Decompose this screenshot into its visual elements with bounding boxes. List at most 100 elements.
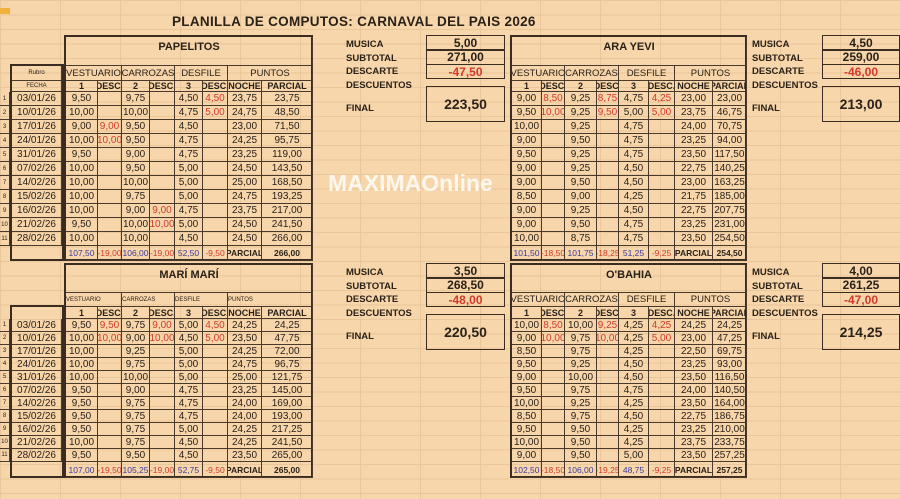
score-cell[interactable] xyxy=(150,423,175,436)
score-cell[interactable] xyxy=(597,410,619,423)
score-cell[interactable]: 10,00 xyxy=(66,358,98,371)
score-cell[interactable] xyxy=(150,384,175,397)
score-cell[interactable]: 10,00 xyxy=(98,134,122,148)
score-cell[interactable]: 233,75 xyxy=(713,436,747,449)
score-cell[interactable]: 9,25 xyxy=(565,397,597,410)
score-cell[interactable]: 47,75 xyxy=(262,332,313,345)
score-cell[interactable]: 22,75 xyxy=(675,204,713,218)
score-cell[interactable]: 48,50 xyxy=(262,106,313,120)
score-cell[interactable]: 241,50 xyxy=(262,218,313,232)
score-cell[interactable]: 95,75 xyxy=(262,134,313,148)
score-cell[interactable] xyxy=(649,397,675,410)
score-cell[interactable]: 69,75 xyxy=(713,345,747,358)
score-cell[interactable]: 217,25 xyxy=(262,423,313,436)
score-cell[interactable]: 5,00 xyxy=(175,218,203,232)
score-cell[interactable]: 24,75 xyxy=(228,358,262,371)
score-cell[interactable]: 9,50 xyxy=(512,423,542,436)
score-cell[interactable] xyxy=(542,190,565,204)
score-cell[interactable]: 9,25 xyxy=(565,106,597,120)
score-cell[interactable]: 4,75 xyxy=(619,218,649,232)
score-cell[interactable] xyxy=(542,371,565,384)
score-cell[interactable]: 10,00 xyxy=(150,332,175,345)
score-cell[interactable]: 9,75 xyxy=(122,410,150,423)
score-cell[interactable]: 4,25 xyxy=(619,423,649,436)
score-cell[interactable]: 23,75 xyxy=(228,92,262,106)
score-cell[interactable]: 23,50 xyxy=(675,371,713,384)
score-cell[interactable]: 4,25 xyxy=(619,436,649,449)
score-cell[interactable]: 23,00 xyxy=(675,332,713,345)
score-cell[interactable] xyxy=(98,232,122,246)
descarte-value[interactable]: -47,50 xyxy=(426,64,505,79)
score-cell[interactable] xyxy=(649,358,675,371)
score-cell[interactable]: 24,25 xyxy=(228,319,262,332)
score-cell[interactable] xyxy=(542,120,565,134)
score-cell[interactable]: 9,00 xyxy=(565,190,597,204)
musica-value[interactable]: 3,50 xyxy=(426,263,505,278)
score-cell[interactable] xyxy=(150,106,175,120)
score-cell[interactable]: 4,50 xyxy=(619,162,649,176)
score-cell[interactable] xyxy=(203,345,228,358)
score-cell[interactable]: 23,00 xyxy=(228,120,262,134)
score-cell[interactable]: 47,25 xyxy=(713,332,747,345)
score-cell[interactable] xyxy=(98,92,122,106)
score-cell[interactable] xyxy=(150,148,175,162)
score-cell[interactable] xyxy=(542,410,565,423)
score-cell[interactable]: 4,75 xyxy=(619,134,649,148)
score-cell[interactable]: 9,50 xyxy=(66,218,98,232)
final-value[interactable]: 220,50 xyxy=(426,314,505,350)
score-cell[interactable]: 5,00 xyxy=(649,332,675,345)
score-cell[interactable]: 4,75 xyxy=(175,397,203,410)
score-cell[interactable]: 23,50 xyxy=(675,148,713,162)
score-cell[interactable]: 4,25 xyxy=(649,92,675,106)
score-cell[interactable]: 5,00 xyxy=(175,371,203,384)
score-cell[interactable] xyxy=(98,397,122,410)
score-cell[interactable] xyxy=(150,92,175,106)
score-cell[interactable]: 9,00 xyxy=(512,204,542,218)
score-cell[interactable]: 4,75 xyxy=(175,204,203,218)
score-cell[interactable]: 8,50 xyxy=(512,345,542,358)
score-cell[interactable] xyxy=(649,449,675,462)
score-cell[interactable]: 9,25 xyxy=(565,120,597,134)
score-cell[interactable]: 9,75 xyxy=(565,332,597,345)
descarte-value[interactable]: -47,00 xyxy=(822,292,900,307)
score-cell[interactable]: 164,00 xyxy=(713,397,747,410)
score-cell[interactable] xyxy=(542,204,565,218)
score-cell[interactable]: 9,00 xyxy=(512,332,542,345)
score-cell[interactable]: 169,00 xyxy=(262,397,313,410)
score-cell[interactable]: 4,50 xyxy=(175,449,203,462)
score-cell[interactable]: 5,00 xyxy=(649,106,675,120)
score-cell[interactable]: 4,75 xyxy=(619,92,649,106)
score-cell[interactable]: 10,00 xyxy=(66,176,98,190)
score-cell[interactable]: 163,25 xyxy=(713,176,747,190)
score-cell[interactable]: 5,00 xyxy=(619,106,649,120)
score-cell[interactable] xyxy=(649,162,675,176)
score-cell[interactable]: 9,00 xyxy=(66,120,98,134)
descarte-value[interactable]: -48,00 xyxy=(426,292,505,307)
score-cell[interactable]: 9,00 xyxy=(150,204,175,218)
final-value[interactable]: 213,00 xyxy=(822,86,900,122)
score-cell[interactable]: 96,75 xyxy=(262,358,313,371)
score-cell[interactable]: 24,25 xyxy=(228,423,262,436)
score-cell[interactable]: 9,50 xyxy=(122,449,150,462)
score-cell[interactable]: 93,00 xyxy=(713,358,747,371)
score-cell[interactable]: 4,50 xyxy=(203,92,228,106)
score-cell[interactable]: 23,25 xyxy=(675,358,713,371)
score-cell[interactable]: 4,50 xyxy=(619,410,649,423)
score-cell[interactable]: 9,50 xyxy=(66,449,98,462)
score-cell[interactable]: 5,00 xyxy=(175,423,203,436)
score-cell[interactable]: 10,00 xyxy=(565,371,597,384)
score-cell[interactable]: 24,25 xyxy=(713,319,747,332)
score-cell[interactable]: 10,00 xyxy=(150,218,175,232)
score-cell[interactable] xyxy=(150,436,175,449)
score-cell[interactable] xyxy=(98,218,122,232)
score-cell[interactable] xyxy=(542,232,565,246)
score-cell[interactable] xyxy=(98,371,122,384)
score-cell[interactable]: 4,50 xyxy=(175,120,203,134)
score-cell[interactable]: 71,50 xyxy=(262,120,313,134)
score-cell[interactable]: 9,50 xyxy=(597,106,619,120)
score-cell[interactable]: 10,00 xyxy=(122,218,150,232)
score-cell[interactable]: 24,00 xyxy=(675,384,713,397)
score-cell[interactable]: 10,00 xyxy=(122,232,150,246)
score-cell[interactable]: 9,50 xyxy=(512,384,542,397)
score-cell[interactable]: 8,75 xyxy=(597,92,619,106)
